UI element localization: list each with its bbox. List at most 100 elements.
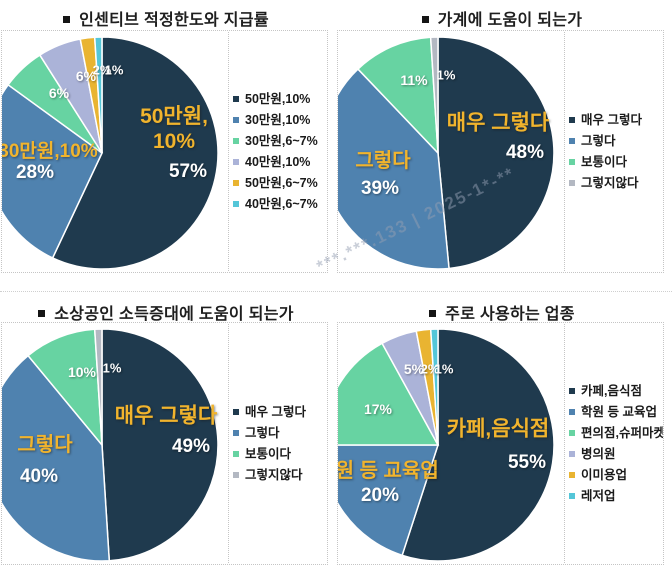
slice-name-label: 카페,음식점 xyxy=(447,417,549,442)
chart-title: 가계에 도움이 되는가 xyxy=(336,6,668,30)
pie-slice-0 xyxy=(51,36,219,270)
legend-item: 30만원,6~7% xyxy=(233,133,327,149)
legend-label: 병의원 xyxy=(581,447,616,461)
pie-slice-2 xyxy=(356,36,439,156)
legend-label: 50만원,6~7% xyxy=(245,176,318,190)
pie-chart xyxy=(338,36,555,270)
chart-title: 소상공인 소득증대에 도움이 되는가 xyxy=(0,300,332,324)
slice-name-line: 카페,음식점 xyxy=(446,417,550,441)
legend-item: 50만원,6~7% xyxy=(233,175,327,191)
legend-label: 40만원,6~7% xyxy=(245,197,318,211)
pie-slice-5 xyxy=(93,36,103,154)
slice-pct-label: 48% xyxy=(505,142,545,163)
legend-item: 40만원,6~7% xyxy=(233,196,327,212)
legend-label: 매우 그렇다 xyxy=(245,405,306,419)
legend-item: 편의점,슈퍼마켓 xyxy=(569,425,664,441)
legend-label: 그렇다 xyxy=(581,134,616,148)
legend-item: 40만원,10% xyxy=(233,154,327,170)
legend-item: 학원 등 교육업 xyxy=(569,404,663,420)
legend-item: 보통이다 xyxy=(233,446,327,462)
slice-pct-label: 55% xyxy=(507,452,547,473)
slice-pct-label: 10% xyxy=(67,364,97,380)
legend-item: 이미용업 xyxy=(569,467,663,483)
title-bullet-icon xyxy=(421,16,429,23)
legend-divider xyxy=(564,323,565,564)
legend-label: 그렇다 xyxy=(245,426,280,440)
slice-name-label: 그렇다 xyxy=(17,433,72,457)
legend-swatch-icon xyxy=(233,451,239,457)
legend-swatch-icon xyxy=(233,138,239,144)
pie-slice-1 xyxy=(338,444,440,557)
chart-area: 50만원, 10% 57% 30만원,10% 28% 6% 6% 2% 1% 50만원,10% 30… xyxy=(1,30,328,273)
legend-swatch-icon xyxy=(233,409,239,415)
chart-panel-household-benefit: 가계에 도움이 되는가 매우 그렇다 48% 그렇다 39% 11% 1% 매우 그렇다 그렇… xyxy=(336,0,672,292)
legend-item: 병의원 xyxy=(569,446,663,462)
legend-swatch-icon xyxy=(569,180,575,186)
chart-title-text: 소상공인 소득증대에 도움이 되는가 xyxy=(54,306,294,323)
chart-title: 인센티브 적정한도와 지급률 xyxy=(0,6,332,30)
legend-item: 그렇다 xyxy=(233,425,327,441)
legend-swatch-icon xyxy=(569,409,575,415)
slice-pct-label: 20% xyxy=(360,485,400,506)
legend-label: 레저업 xyxy=(581,489,616,503)
slice-pct-label: 17% xyxy=(363,401,393,417)
legend-label: 보통이다 xyxy=(581,155,628,169)
legend-swatch-icon xyxy=(569,451,575,457)
pie-chart xyxy=(2,36,219,270)
legend-label: 30만원,6~7% xyxy=(245,134,318,148)
slice-name-line: 50만원, xyxy=(140,105,208,128)
slice-name-label: 그렇다 xyxy=(355,149,410,173)
legend-swatch-icon xyxy=(233,117,239,123)
legend-label: 매우 그렇다 xyxy=(581,113,642,127)
slice-name-line: 10% xyxy=(152,130,196,153)
legend-label: 40만원,10% xyxy=(245,155,311,169)
slice-pct-label: 6% xyxy=(48,85,70,101)
legend-item: 카페,음식점 xyxy=(569,383,663,399)
pie-slice-0 xyxy=(401,328,555,562)
legend-item: 레저업 xyxy=(569,488,663,504)
legend-label: 보통이다 xyxy=(245,447,292,461)
legend: 50만원,10% 30만원,10% 30만원,6~7% 40만원,10% 50만원,6~… xyxy=(233,31,327,272)
title-bullet-icon xyxy=(429,310,437,317)
slice-pct-label: 28% xyxy=(15,162,55,183)
chart-title-text: 인센티브 적정한도와 지급률 xyxy=(79,12,269,29)
legend-item: 그렇다 xyxy=(569,133,663,149)
legend-divider xyxy=(564,31,565,272)
pie-slice-1 xyxy=(2,354,111,562)
slice-name-line: 30만원,10% xyxy=(1,141,98,162)
slice-pct-label: 2% xyxy=(420,361,440,377)
slice-name-label: 매우 그렇다 xyxy=(447,111,549,136)
slice-pct-label: 2% xyxy=(92,62,112,78)
legend-label: 그렇지않다 xyxy=(245,468,303,482)
slice-name-line: 매우 그렇다 xyxy=(114,404,218,428)
slice-pct-label: 1% xyxy=(102,360,122,376)
legend-label: 편의점,슈퍼마켓 xyxy=(581,426,664,440)
slice-pct-label: 1% xyxy=(434,361,454,377)
pie-slice-1 xyxy=(338,67,450,270)
slice-name-line: 그렇다 xyxy=(17,434,73,456)
pie-slice-0 xyxy=(101,328,219,562)
slice-pct-label: 1% xyxy=(436,67,456,83)
slice-name-line: 매우 그렇다 xyxy=(446,111,550,135)
slice-name-label: 50만원, 10% xyxy=(140,104,208,154)
slice-pct-label: 49% xyxy=(171,436,211,457)
legend-swatch-icon xyxy=(569,159,575,165)
legend-swatch-icon xyxy=(569,117,575,123)
legend-swatch-icon xyxy=(569,138,575,144)
slice-name-line: 학원 등 교육업 xyxy=(337,460,439,482)
pie-slice-2 xyxy=(338,342,440,446)
pie-slice-2 xyxy=(27,328,103,448)
slice-pct-label: 39% xyxy=(360,178,400,199)
legend-swatch-icon xyxy=(569,430,575,436)
legend-divider xyxy=(228,31,229,272)
legend-swatch-icon xyxy=(569,472,575,478)
legend-item: 그렇지않다 xyxy=(569,175,663,191)
legend-item: 매우 그렇다 xyxy=(233,404,327,420)
pie-chart xyxy=(338,328,555,562)
pie-chart xyxy=(2,328,219,562)
row-divider xyxy=(0,291,672,292)
legend-label: 학원 등 교육업 xyxy=(581,405,657,419)
